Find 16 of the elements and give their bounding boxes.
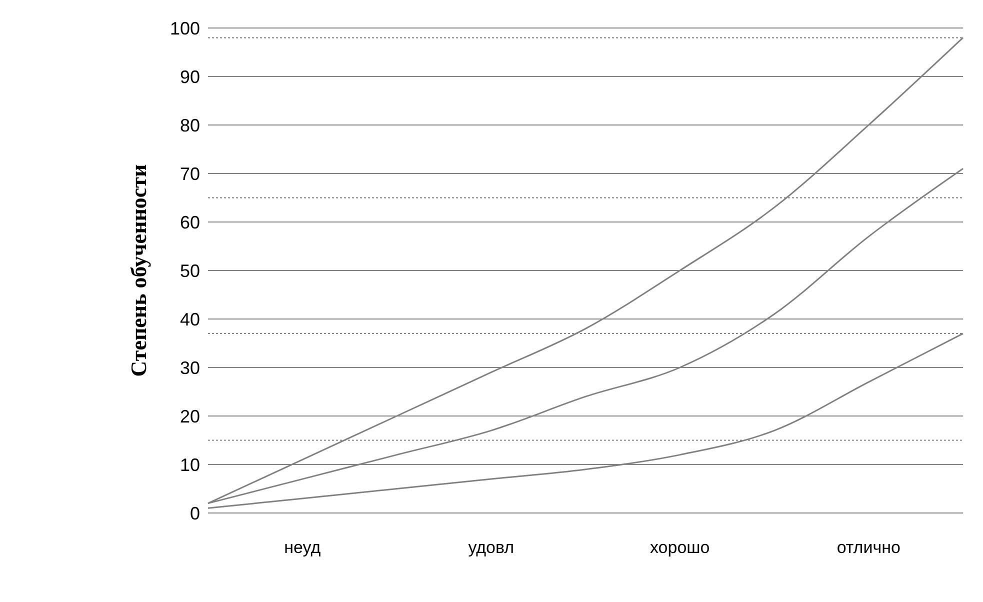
y-axis-title: Степень обученности bbox=[126, 164, 151, 377]
y-tick-label: 80 bbox=[180, 115, 200, 136]
x-tick-label: неуд bbox=[284, 538, 321, 558]
y-tick-label: 0 bbox=[190, 503, 200, 524]
y-tick-label: 60 bbox=[180, 212, 200, 232]
y-tick-label: 70 bbox=[180, 164, 200, 184]
x-tick-label: отлично bbox=[836, 538, 900, 558]
y-tick-label: 30 bbox=[180, 358, 200, 378]
y-tick-label: 50 bbox=[180, 260, 200, 281]
y-tick-label: 20 bbox=[180, 406, 200, 426]
y-tick-label: 10 bbox=[180, 454, 200, 475]
y-tick-label: 100 bbox=[170, 18, 200, 38]
y-tick-label: 90 bbox=[180, 66, 200, 87]
x-tick-label: хорошо bbox=[650, 538, 710, 558]
x-tick-label: удовл bbox=[468, 538, 514, 558]
y-tick-label: 40 bbox=[180, 309, 200, 330]
